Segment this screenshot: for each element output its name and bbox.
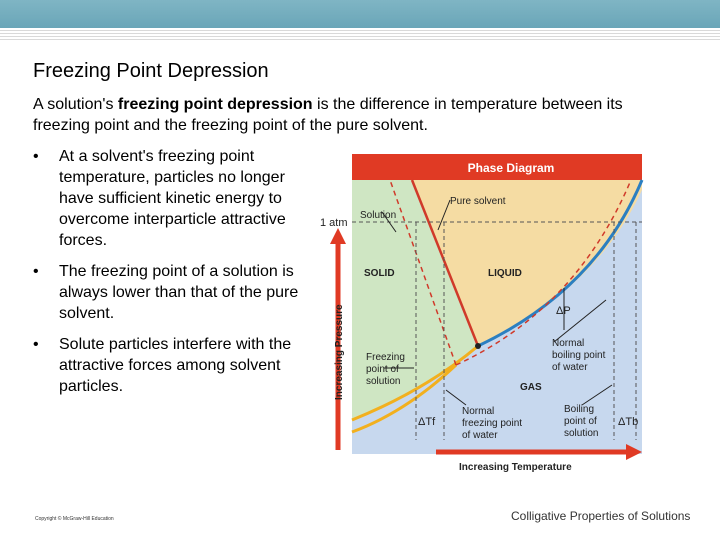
nfp-water-label: Normal freezing point of water: [462, 406, 525, 441]
liquid-label: LIQUID: [488, 268, 522, 279]
y-axis-label: Increasing Pressure: [334, 304, 345, 400]
triple-point: [475, 343, 481, 349]
bp-solution-line: solution: [564, 428, 598, 439]
fp-solution-line: solution: [366, 376, 400, 387]
y-axis-arrow-head: [330, 228, 346, 244]
bullet-text: At a solvent's freezing point temperatur…: [59, 148, 286, 249]
nfp-water-line: of water: [462, 430, 498, 441]
bullet-text: Solute particles interfere with the attr…: [59, 336, 292, 395]
pointer-nbp-water: [553, 299, 607, 343]
nbp-water-label: Normal boiling point of water: [552, 338, 608, 373]
diagram-header-bar: [352, 154, 642, 180]
pure-solvent-curve: [477, 179, 644, 348]
bullet-dot: •: [33, 148, 39, 165]
fp-solution-label: Freezing point of solution: [366, 352, 408, 387]
nbp-water-line: boiling point: [552, 350, 606, 361]
x-axis-label: Increasing Temperature: [459, 462, 572, 473]
nbp-water-line: of water: [552, 362, 588, 373]
nfp-water-line: Normal: [462, 406, 494, 417]
pure-solvent-label: Pure solvent: [450, 196, 506, 207]
fp-solution-line: point of: [366, 364, 399, 375]
solution-fusion-line: [389, 179, 457, 366]
nfp-water-line: freezing point: [462, 418, 522, 429]
fp-solution-line: Freezing: [366, 352, 405, 363]
intro-text-1: A solution's: [33, 96, 118, 113]
bullet-item: • Solute particles interfere with the att…: [33, 334, 303, 397]
bullet-dot: •: [33, 336, 39, 353]
bp-solution-line: Boiling: [564, 404, 594, 415]
one-atm-label: 1 atm: [320, 217, 348, 229]
solution-label: Solution: [360, 210, 396, 221]
phase-diagram: Phase Diagram SOLID LIQUID GAS Solution …: [320, 154, 644, 473]
pointer-bp-solution: [581, 384, 613, 406]
top-stripe: [0, 28, 720, 40]
bullet-list: • At a solvent's freezing point temperatu…: [33, 146, 303, 407]
pointer-nfp-water: [445, 389, 467, 406]
copyright-notice: Copyright © McGraw-Hill Education: [35, 516, 114, 522]
diagram-header: Phase Diagram: [468, 161, 555, 175]
pure-solvent-fusion-line: [410, 179, 480, 347]
footer-caption: Colligative Properties of Solutions: [511, 509, 691, 523]
bullet-text: The freezing point of a solution is alwa…: [59, 263, 299, 322]
x-axis-arrow-head: [626, 444, 642, 460]
gas-label: GAS: [520, 382, 542, 393]
nbp-water-line: Normal: [552, 338, 584, 349]
pointer-pure-solvent: [437, 199, 451, 231]
intro-text-2: is the difference in temperature between…: [33, 96, 623, 134]
gas-solid-line: [351, 344, 479, 422]
delta-p-label: ΔP: [556, 305, 571, 317]
bp-solution-line: point of: [564, 416, 597, 427]
bullet-dot: •: [33, 263, 39, 280]
bullet-item: • At a solvent's freezing point temperatu…: [33, 146, 303, 251]
pointer-solution: [381, 211, 397, 233]
solution-curve: [455, 179, 632, 366]
solid-label: SOLID: [364, 268, 395, 279]
bullet-item: • The freezing point of a solution is alw…: [33, 261, 303, 324]
delta-tb-label: ΔTb: [618, 416, 638, 428]
intro-bold-term: freezing point depression: [117, 96, 313, 113]
slide-title: Freezing Point Depression: [33, 60, 269, 82]
solid-region: [352, 180, 478, 420]
top-banner: [0, 0, 720, 28]
delta-tf-label: ΔTf: [418, 416, 436, 428]
bp-solution-label: Boiling point of solution: [564, 404, 600, 439]
intro-paragraph: A solution's freezing point depression i…: [33, 94, 673, 136]
solution-gas-solid-line: [351, 363, 458, 434]
